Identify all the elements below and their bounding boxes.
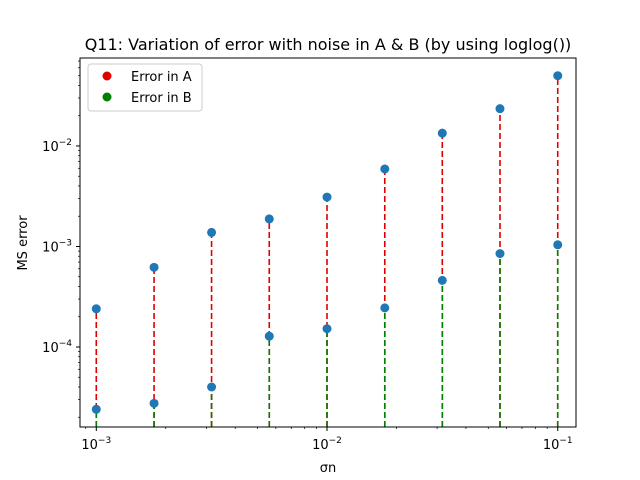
legend-label: Error in A bbox=[131, 70, 192, 85]
data-point bbox=[264, 331, 274, 341]
x-tick-label: 10−2 bbox=[312, 436, 342, 453]
y-axis-ticks: 10−4 10−3 10−2 bbox=[42, 60, 80, 418]
data-point bbox=[380, 164, 390, 174]
data-point bbox=[322, 324, 332, 334]
data-point bbox=[495, 249, 505, 259]
chart-title: Q11: Variation of error with noise in A … bbox=[85, 35, 572, 54]
legend: Error in A Error in B bbox=[87, 63, 203, 112]
legend-marker bbox=[102, 92, 112, 102]
data-point bbox=[149, 262, 159, 272]
data-point bbox=[91, 304, 101, 314]
data-point bbox=[91, 404, 101, 414]
stems bbox=[95, 75, 559, 427]
data-point bbox=[495, 104, 505, 114]
y-tick-label: 10−2 bbox=[42, 138, 72, 155]
legend-marker bbox=[102, 71, 112, 81]
markers bbox=[91, 71, 563, 414]
data-point bbox=[553, 240, 563, 250]
y-axis-label: MS error bbox=[16, 215, 31, 271]
data-point bbox=[553, 71, 563, 81]
data-point bbox=[149, 398, 159, 408]
x-tick-label: 10−3 bbox=[81, 436, 111, 453]
x-axis-ticks: 10−3 10−2 10−1 bbox=[81, 427, 573, 453]
x-axis-label: σn bbox=[320, 461, 336, 476]
data-point bbox=[264, 214, 274, 224]
y-tick-label: 10−3 bbox=[42, 238, 72, 255]
data-point bbox=[437, 128, 447, 138]
legend-box bbox=[87, 63, 203, 112]
data-point bbox=[207, 227, 217, 237]
y-tick-label: 10−4 bbox=[42, 339, 72, 356]
data-point bbox=[322, 192, 332, 202]
x-tick-label: 10−1 bbox=[543, 436, 573, 453]
data-point bbox=[207, 382, 217, 392]
plot-frame bbox=[79, 57, 577, 428]
data-point bbox=[437, 275, 447, 285]
legend-label: Error in B bbox=[131, 91, 192, 106]
data-point bbox=[380, 303, 390, 313]
